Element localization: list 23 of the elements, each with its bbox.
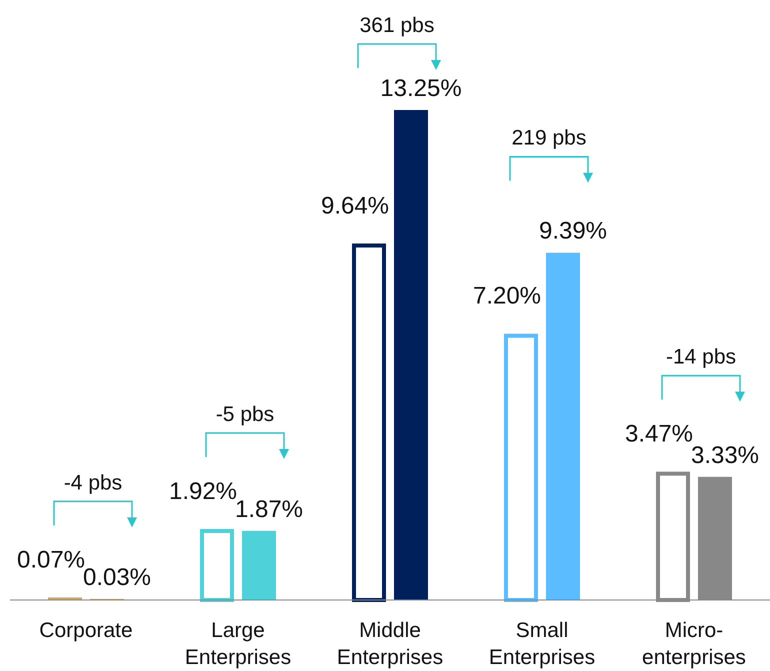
bar bbox=[394, 110, 428, 600]
x-tick-label: Small Enterprises bbox=[488, 619, 596, 669]
annotation: -4 pbs bbox=[64, 471, 122, 494]
data-label: 1.87% bbox=[234, 496, 304, 523]
data-label: 3.47% bbox=[624, 420, 694, 448]
data-label: 7.20% bbox=[472, 282, 542, 310]
text: 361 pbs bbox=[360, 14, 434, 37]
data-label: 13.25% bbox=[380, 75, 462, 102]
bar bbox=[242, 530, 276, 600]
data-label: 3.33% bbox=[690, 442, 760, 469]
data-label: 1.92% bbox=[168, 478, 238, 505]
annotation: -5 pbs bbox=[216, 402, 274, 426]
bar bbox=[546, 252, 580, 600]
x-tick-label: Corporate bbox=[39, 619, 133, 642]
data-label: 9.39% bbox=[538, 218, 608, 245]
annotation: 219 pbs bbox=[512, 126, 586, 150]
data-label: 0.03% bbox=[82, 564, 152, 591]
annotation: -14 pbs bbox=[666, 346, 736, 369]
x-tick-label: Micro-enterprises bbox=[642, 619, 746, 669]
x-tick-label: Middle Enterprises bbox=[336, 619, 444, 669]
x-tick-label: Large Enterprises bbox=[184, 619, 292, 669]
data-label: 9.64% bbox=[320, 192, 390, 220]
data-label: 0.07% bbox=[16, 546, 86, 574]
